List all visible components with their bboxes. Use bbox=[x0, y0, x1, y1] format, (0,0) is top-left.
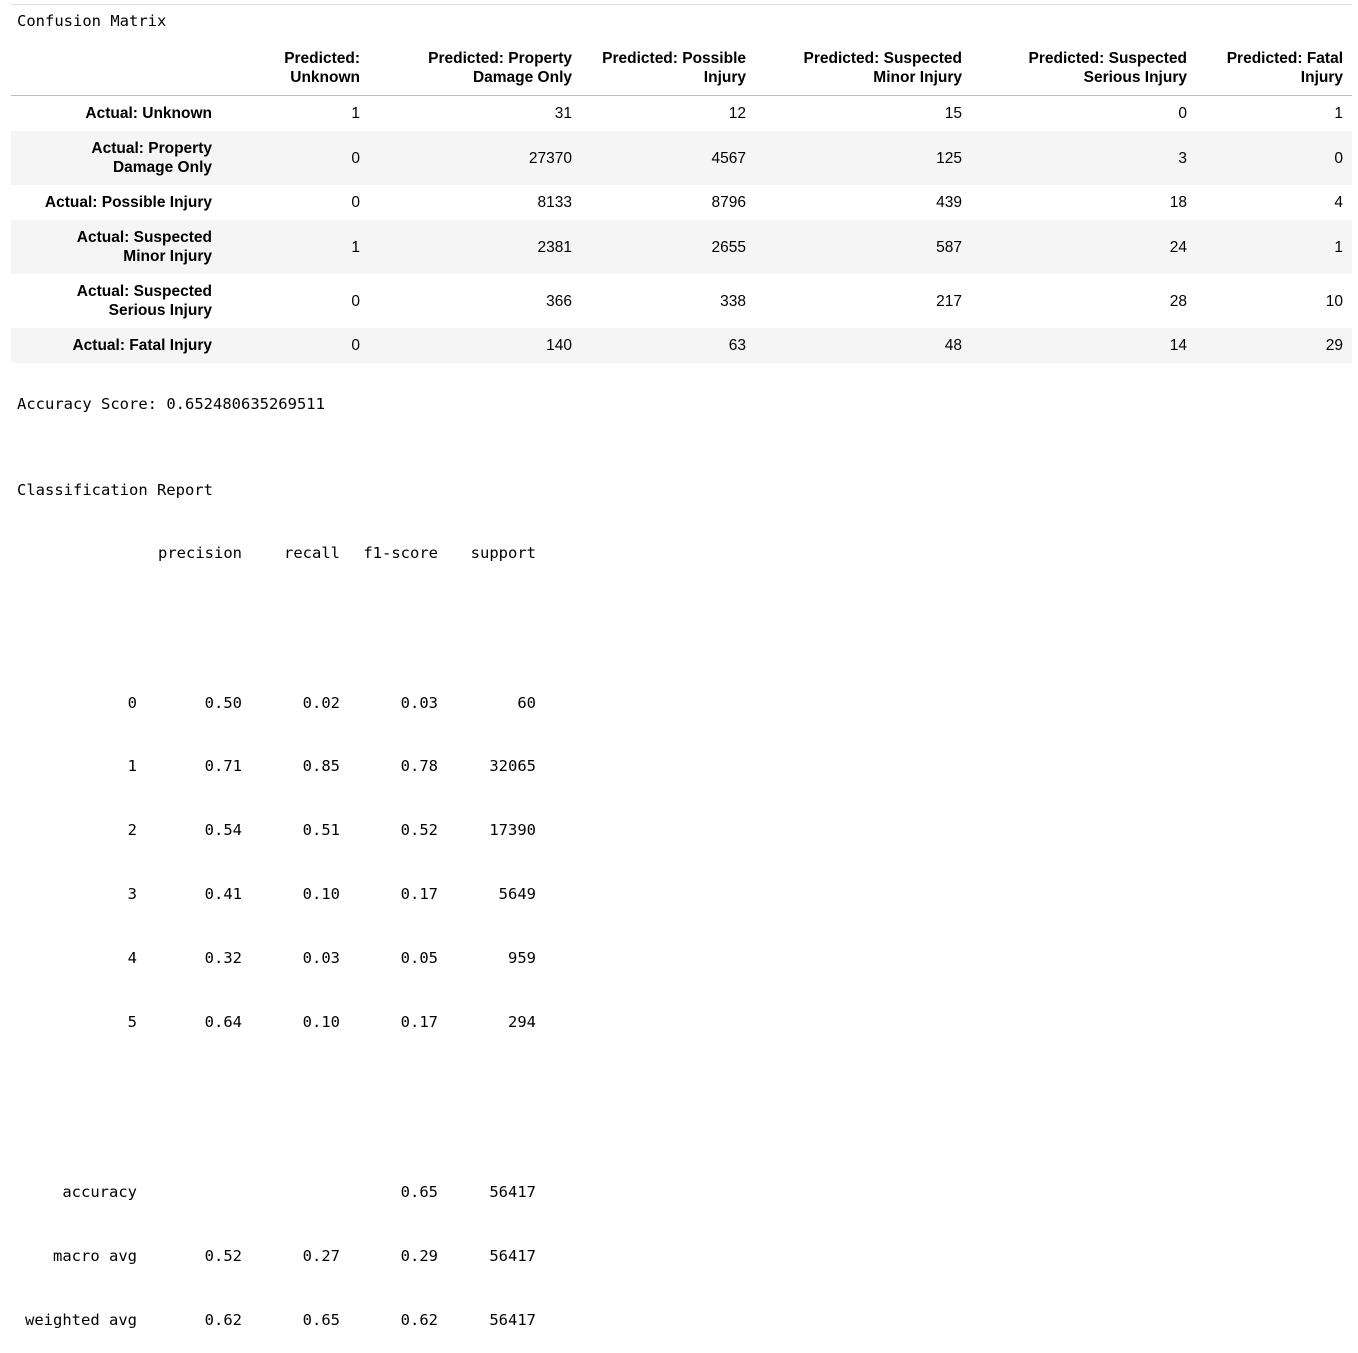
matrix-cell: 63 bbox=[728, 337, 746, 354]
accuracy-label: Accuracy Score: bbox=[17, 395, 157, 413]
row-header: Actual: Suspected Minor Injury bbox=[76, 229, 212, 265]
report-row: 0 0.50 0.02 0.03 60 bbox=[127, 693, 536, 712]
report-row: 1 0.71 0.85 0.78 32065 bbox=[127, 757, 536, 776]
report-header-row: precision recall f1-score support bbox=[17, 543, 536, 564]
matrix-cell: 0 bbox=[1178, 105, 1187, 122]
matrix-cell: 217 bbox=[936, 292, 962, 310]
report-row: 4 0.32 0.03 0.05 959 bbox=[127, 949, 536, 968]
report-summary-row: macro avg 0.52 0.27 0.29 56417 bbox=[53, 1247, 536, 1266]
matrix-cell: 366 bbox=[546, 292, 572, 310]
table-row: Actual: Fatal Injury 0 140 63 48 14 29 bbox=[11, 328, 1352, 363]
matrix-cell: 1 bbox=[1334, 238, 1343, 256]
matrix-cell: 439 bbox=[936, 194, 962, 211]
report-summary-row: accuracy 0.65 56417 bbox=[62, 1183, 536, 1202]
matrix-cell: 28 bbox=[1169, 292, 1187, 310]
matrix-cell: 4 bbox=[1334, 194, 1343, 211]
row-header: Actual: Unknown bbox=[85, 105, 212, 122]
matrix-cell: 140 bbox=[546, 337, 572, 354]
report-row: 3 0.41 0.10 0.17 5649 bbox=[127, 885, 536, 904]
matrix-cell: 2655 bbox=[711, 238, 746, 256]
matrix-cell: 27370 bbox=[528, 149, 572, 167]
matrix-cell: 8133 bbox=[537, 194, 572, 211]
accuracy-score-line: Accuracy Score: 0.652480635269511 bbox=[17, 395, 325, 413]
report-header: f1-score bbox=[363, 544, 438, 563]
table-row: Actual: Possible Injury 0 8133 8796 439 … bbox=[11, 185, 1352, 220]
output-top-divider bbox=[11, 4, 1352, 5]
matrix-cell: 2381 bbox=[537, 238, 572, 256]
column-header: Predicted: Suspected Serious Injury bbox=[971, 39, 1196, 96]
matrix-cell: 125 bbox=[936, 149, 962, 167]
matrix-cell: 3 bbox=[1178, 149, 1187, 167]
corner-cell bbox=[11, 39, 221, 96]
column-header: Predicted: Fatal Injury bbox=[1196, 39, 1352, 96]
accuracy-value: 0.652480635269511 bbox=[166, 395, 325, 413]
column-header: Predicted: Unknown bbox=[221, 39, 369, 96]
matrix-cell: 1 bbox=[1334, 105, 1343, 122]
matrix-cell: 0 bbox=[351, 337, 360, 354]
report-summary-row: weighted avg 0.62 0.65 0.62 56417 bbox=[25, 1311, 536, 1330]
report-row: 2 0.54 0.51 0.52 17390 bbox=[127, 821, 536, 840]
row-header: Actual: Property Damage Only bbox=[91, 140, 212, 176]
matrix-cell: 1 bbox=[351, 238, 360, 256]
matrix-cell: 0 bbox=[351, 292, 360, 310]
matrix-cell: 0 bbox=[1334, 149, 1343, 167]
confusion-matrix-table: Predicted: Unknown Predicted: Property Dam… bbox=[11, 39, 1352, 363]
matrix-cell: 0 bbox=[351, 194, 360, 211]
matrix-cell: 1 bbox=[351, 105, 360, 122]
column-header: Predicted: Possible Injury bbox=[581, 39, 755, 96]
report-header: precision bbox=[158, 544, 242, 563]
report-spacer bbox=[17, 1097, 536, 1118]
matrix-cell: 24 bbox=[1169, 238, 1187, 256]
table-row: Actual: Suspected Minor Injury 1 2381 265… bbox=[11, 220, 1352, 274]
matrix-cell: 12 bbox=[728, 105, 746, 122]
report-spacer bbox=[17, 607, 536, 628]
confusion-matrix-title: Confusion Matrix bbox=[17, 12, 167, 30]
matrix-cell: 31 bbox=[554, 105, 572, 122]
matrix-cell: 29 bbox=[1325, 337, 1343, 354]
matrix-cell: 15 bbox=[944, 105, 962, 122]
matrix-cell: 587 bbox=[936, 238, 962, 256]
confusion-matrix-header-row: Predicted: Unknown Predicted: Property Dam… bbox=[11, 39, 1352, 96]
row-header: Actual: Possible Injury bbox=[44, 194, 212, 211]
matrix-cell: 10 bbox=[1325, 292, 1343, 310]
matrix-cell: 4567 bbox=[711, 149, 746, 167]
report-header: support bbox=[470, 544, 536, 563]
table-row: Actual: Unknown 1 31 12 15 0 1 bbox=[11, 96, 1352, 132]
matrix-cell: 8796 bbox=[711, 194, 746, 211]
table-row: Actual: Suspected Serious Injury 0 366 33… bbox=[11, 274, 1352, 328]
row-header: Actual: Suspected Serious Injury bbox=[76, 283, 212, 319]
report-header: recall bbox=[284, 544, 340, 563]
matrix-cell: 0 bbox=[351, 149, 360, 167]
report-title: Classification Report bbox=[17, 480, 213, 499]
matrix-cell: 18 bbox=[1169, 194, 1187, 211]
table-row: Actual: Property Damage Only 0 27370 4567… bbox=[11, 131, 1352, 185]
matrix-cell: 338 bbox=[720, 292, 746, 310]
classification-report: Classification Report precision recall f1-… bbox=[17, 437, 536, 1353]
matrix-cell: 48 bbox=[944, 337, 962, 354]
report-row: 5 0.64 0.10 0.17 294 bbox=[127, 1013, 536, 1032]
matrix-cell: 14 bbox=[1169, 337, 1187, 354]
column-header: Predicted: Property Damage Only bbox=[369, 39, 581, 96]
row-header: Actual: Fatal Injury bbox=[72, 337, 212, 354]
column-header: Predicted: Suspected Minor Injury bbox=[755, 39, 971, 96]
